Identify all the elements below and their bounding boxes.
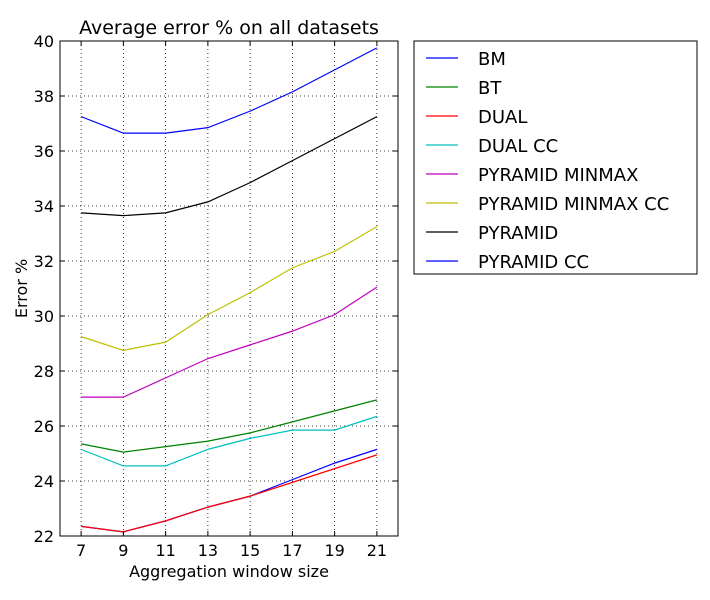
series-line-bt [81,399,378,453]
x-tick-label: 13 [198,541,218,560]
legend-item: DUAL [426,107,527,128]
legend-label: PYRAMID CC [478,252,589,273]
series-line-pyramid-cc [80,47,378,134]
y-tick-label: 26 [34,417,54,436]
series-lines [80,47,378,533]
series-line-dual [81,454,378,533]
legend-item: PYRAMID MINMAX CC [426,194,669,215]
legend-label: PYRAMID MINMAX CC [478,194,669,215]
plot-area [59,40,399,537]
legend-label: PYRAMID MINMAX [478,165,638,186]
x-tick-label: 17 [282,541,302,560]
legend-item: PYRAMID CC [426,252,589,273]
legend: BM BT DUAL DUAL CC PYRAMID MINMAX PYRAMID MIN… [413,40,698,275]
x-tick-label: 19 [324,541,344,560]
x-tick-label: 7 [76,541,86,560]
y-axis-ticks: 22 24 26 28 30 32 34 36 38 40 [34,32,398,546]
legend-item: BT [426,78,502,99]
x-tick-label: 11 [155,541,175,560]
series-line-dual-cc [80,415,378,467]
y-tick-label: 24 [34,472,54,491]
y-tick-label: 40 [34,32,54,51]
series-line-pyramid-minmax-cc [80,226,378,351]
y-tick-label: 36 [34,142,54,161]
y-tick-label: 38 [34,87,54,106]
legend-label: DUAL [478,107,527,128]
legend-item: PYRAMID MINMAX [426,165,638,186]
legend-label: DUAL CC [478,136,558,157]
series-line-bm [81,448,378,533]
y-tick-label: 32 [34,252,54,271]
x-tick-label: 15 [240,541,260,560]
legend-item: PYRAMID [426,223,558,244]
y-tick-label: 28 [34,362,54,381]
legend-label: BT [478,78,502,99]
y-tick-label: 30 [34,307,54,326]
y-tick-label: 34 [34,197,54,216]
legend-item: BM [426,49,506,70]
legend-box [413,40,698,275]
legend-item: DUAL CC [426,136,558,157]
grid [60,40,398,537]
series-line-pyramid-minmax [81,286,378,398]
y-tick-label: 22 [34,527,54,546]
x-axis-label: Aggregation window size [129,562,329,581]
x-axis-ticks: 7 9 11 13 15 17 19 21 [76,41,387,560]
legend-label: BM [478,49,506,70]
y-axis-label: Error % [12,259,31,318]
chart-title: Average error % on all datasets [79,17,379,39]
series-line-pyramid [81,116,378,217]
legend-label: PYRAMID [478,223,558,244]
x-tick-label: 21 [367,541,387,560]
x-tick-label: 9 [118,541,128,560]
